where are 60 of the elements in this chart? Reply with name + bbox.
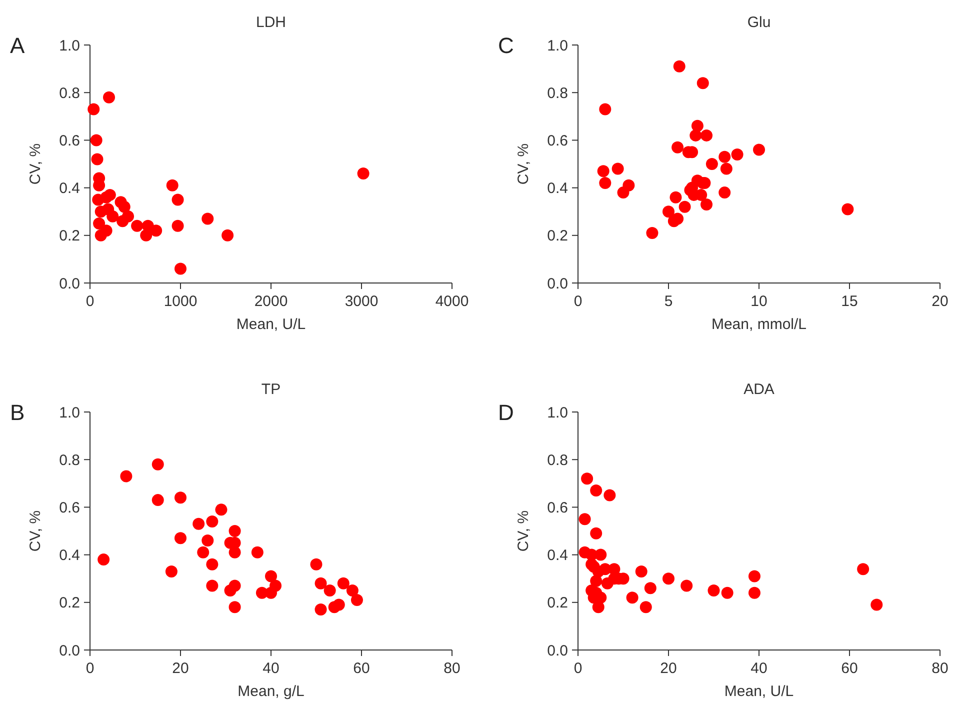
y-axis-title: CV, % (515, 510, 532, 552)
y-tick-label: 1.0 (59, 404, 80, 422)
y-tick-label: 0.8 (547, 452, 568, 469)
y-axis-title: CV, % (27, 143, 44, 185)
chart-title: Glu (747, 14, 771, 31)
y-tick-label: 0.4 (547, 180, 568, 198)
x-tick-label: 1000 (164, 293, 198, 310)
x-tick-label: 40 (262, 660, 280, 677)
x-tick-label: 20 (172, 660, 189, 677)
y-tick-label: 0.8 (59, 84, 80, 102)
x-tick-label: 2000 (254, 293, 288, 310)
x-tick-label: 60 (353, 660, 370, 677)
y-tick-label: 0.2 (547, 594, 568, 612)
x-tick-label: 4000 (435, 293, 469, 310)
y-tick-label: 0.4 (59, 180, 80, 198)
x-tick-label: 40 (750, 660, 768, 677)
x-tick-label: 5 (664, 293, 673, 310)
y-tick-label: 0.8 (59, 452, 80, 469)
y-axis-title: CV, % (515, 143, 532, 185)
x-tick-label: 10 (750, 293, 768, 310)
y-tick-label: 0.0 (547, 642, 568, 660)
y-tick-label: 0.2 (547, 228, 568, 245)
x-tick-label: 60 (841, 660, 858, 677)
y-tick-label: 0.6 (59, 132, 80, 150)
x-tick-label: 80 (444, 660, 460, 677)
chart-title: ADA (744, 381, 774, 398)
y-tick-label: 0.6 (59, 499, 80, 516)
x-axis-title: Mean, mmol/L (711, 316, 807, 333)
y-tick-label: 0.0 (59, 275, 80, 292)
x-tick-label: 0 (86, 660, 94, 677)
x-tick-label: 20 (932, 293, 948, 310)
y-tick-label: 0.2 (59, 594, 80, 612)
x-tick-label: 20 (660, 660, 677, 677)
y-tick-label: 0.0 (547, 275, 568, 292)
x-tick-label: 0 (86, 293, 94, 310)
x-axis-title: Mean, U/L (724, 683, 794, 700)
y-tick-label: 1.0 (547, 404, 568, 422)
x-tick-label: 15 (841, 293, 858, 310)
text: B (10, 400, 25, 425)
x-tick-label: 80 (932, 660, 948, 677)
y-tick-label: 0.2 (59, 228, 80, 245)
x-tick-label: 3000 (344, 293, 378, 310)
text: C (498, 33, 514, 58)
y-tick-label: 1.0 (59, 37, 80, 54)
text: D (498, 400, 514, 425)
y-tick-label: 0.4 (59, 547, 80, 564)
y-tick-label: 0.4 (547, 547, 568, 564)
y-tick-label: 0.0 (59, 642, 80, 660)
x-axis-title: Mean, g/L (238, 683, 304, 700)
chart-title: LDH (256, 14, 286, 31)
text: A (10, 33, 25, 58)
x-tick-label: 0 (574, 660, 582, 677)
y-tick-label: 0.6 (547, 499, 568, 516)
chart-title: TP (261, 381, 281, 398)
y-axis-title: CV, % (27, 510, 44, 552)
y-tick-label: 1.0 (547, 37, 568, 54)
x-axis-title: Mean, U/L (236, 316, 306, 333)
y-tick-label: 0.6 (547, 132, 568, 150)
y-tick-label: 0.8 (547, 84, 568, 102)
x-tick-label: 0 (574, 293, 582, 310)
